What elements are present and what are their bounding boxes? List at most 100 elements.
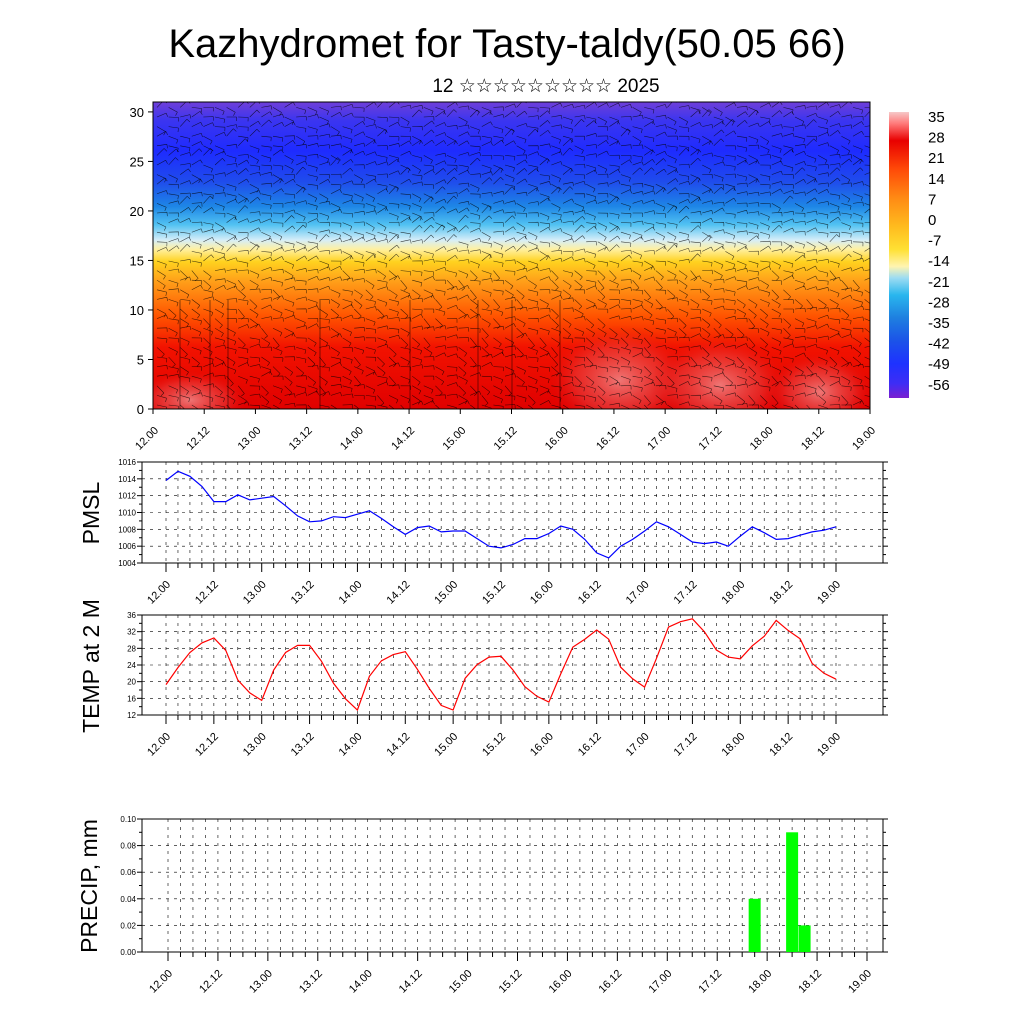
wind-barb bbox=[342, 180, 354, 185]
wind-barb bbox=[284, 248, 296, 254]
heatmap-xtick-label: 17.00 bbox=[645, 425, 673, 453]
wind-barb bbox=[644, 238, 656, 243]
wind-barb bbox=[690, 241, 701, 247]
wind-barb bbox=[226, 144, 238, 149]
wind-barb bbox=[702, 392, 714, 397]
wind-barb bbox=[156, 270, 166, 280]
wind-barb bbox=[191, 202, 203, 207]
wind-barb bbox=[516, 244, 527, 252]
wind-barb bbox=[493, 222, 504, 227]
wind-barb bbox=[284, 193, 295, 199]
wind-barb bbox=[528, 375, 538, 385]
wind-barb bbox=[528, 327, 539, 335]
wind-barb bbox=[667, 327, 677, 337]
wind-barb bbox=[400, 327, 410, 337]
wind-barb bbox=[551, 115, 563, 120]
xtick-label: 13.00 bbox=[247, 968, 275, 996]
wind-barb bbox=[620, 189, 633, 195]
wind-barb bbox=[632, 280, 640, 291]
wind-barb bbox=[191, 318, 202, 325]
wind-barb bbox=[818, 366, 828, 375]
wind-barb bbox=[771, 299, 781, 309]
wind-barb bbox=[655, 299, 663, 310]
wind-barb bbox=[412, 364, 424, 369]
wind-barb bbox=[249, 364, 261, 369]
wind-barb bbox=[551, 124, 563, 129]
wind-barb bbox=[713, 116, 724, 125]
wind-barb bbox=[609, 193, 619, 202]
wind-barb bbox=[806, 241, 816, 251]
wind-barb bbox=[841, 124, 853, 129]
wind-barb bbox=[597, 246, 609, 252]
wind-barb bbox=[806, 366, 814, 377]
wind-barb bbox=[818, 155, 828, 164]
wind-barb bbox=[354, 308, 362, 320]
wind-barb bbox=[702, 269, 713, 275]
wind-barb bbox=[493, 209, 505, 214]
wind-barb bbox=[852, 145, 863, 154]
wind-barb bbox=[214, 192, 226, 197]
heatmap-xtick-label: 12.12 bbox=[184, 425, 212, 453]
heatmap-xtick-label: 14.00 bbox=[338, 425, 366, 453]
wind-barb bbox=[203, 107, 214, 112]
wind-barb bbox=[528, 212, 539, 217]
wind-barb bbox=[191, 132, 203, 138]
wind-barb bbox=[678, 362, 690, 367]
wind-barb bbox=[435, 385, 443, 396]
wind-barb bbox=[307, 212, 319, 218]
wind-barb bbox=[435, 336, 447, 341]
wind-barb bbox=[609, 315, 621, 320]
wind-barb bbox=[296, 107, 307, 115]
wind-barb bbox=[412, 239, 424, 244]
wind-barb bbox=[760, 356, 771, 363]
wind-barb bbox=[307, 114, 319, 119]
wind-barb bbox=[226, 128, 237, 137]
wind-barb bbox=[412, 279, 423, 287]
wind-barb bbox=[748, 347, 758, 357]
xtick-label: 12.00 bbox=[145, 579, 173, 607]
wind-barb bbox=[226, 183, 237, 191]
xtick-label: 18.00 bbox=[719, 579, 747, 607]
wind-barb bbox=[388, 299, 399, 306]
wind-barb bbox=[864, 375, 870, 380]
wind-barb bbox=[203, 195, 214, 204]
wind-barb bbox=[818, 395, 827, 406]
wind-barb bbox=[597, 395, 606, 406]
wind-barb bbox=[400, 356, 410, 366]
wind-barb bbox=[829, 289, 840, 298]
wind-barb bbox=[412, 385, 422, 395]
wind-barb bbox=[504, 103, 517, 108]
wind-barb bbox=[864, 183, 870, 187]
wind-barb bbox=[493, 299, 501, 310]
wind-barb bbox=[852, 299, 863, 307]
wind-barb bbox=[864, 241, 870, 244]
wind-barb bbox=[400, 308, 409, 319]
wind-barb bbox=[725, 344, 737, 350]
wind-barb bbox=[725, 289, 736, 296]
wind-barb bbox=[470, 157, 481, 166]
wind-barb bbox=[864, 277, 870, 281]
wind-barb bbox=[574, 155, 585, 161]
wind-barb bbox=[214, 268, 226, 273]
wind-barb bbox=[620, 375, 631, 384]
wind-barb bbox=[400, 135, 411, 141]
wind-barb bbox=[470, 222, 481, 228]
wind-barb bbox=[748, 318, 756, 330]
wind-barb bbox=[296, 144, 307, 149]
wind-barb bbox=[574, 327, 585, 336]
wind-barb bbox=[214, 344, 226, 349]
wind-barb bbox=[713, 207, 725, 214]
colorbar-label: 35 bbox=[928, 109, 945, 126]
wind-barb bbox=[597, 337, 607, 347]
wind-barb bbox=[470, 193, 481, 199]
wind-barb bbox=[423, 347, 433, 357]
wind-barb bbox=[690, 145, 700, 155]
wind-barb bbox=[551, 135, 561, 144]
wind-barb bbox=[307, 193, 318, 203]
wind-barb bbox=[771, 124, 783, 129]
wind-barb bbox=[203, 395, 214, 403]
ytick-label: 1004 bbox=[118, 559, 136, 568]
wind-barb bbox=[504, 226, 516, 233]
